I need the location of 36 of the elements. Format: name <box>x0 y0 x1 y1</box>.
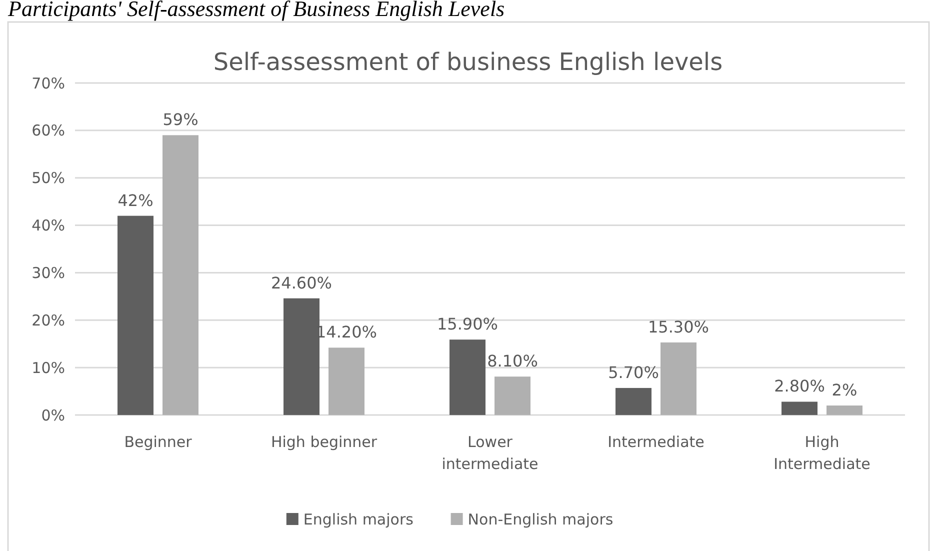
x-tick-label: High Intermediate <box>774 433 870 473</box>
data-label: 8.10% <box>487 352 538 371</box>
bar <box>284 298 320 415</box>
y-tick-label: 10% <box>32 358 65 377</box>
data-label: 59% <box>162 110 198 130</box>
y-tick-label: 30% <box>32 264 65 282</box>
chart-title: Self-assessment of business English levels <box>213 48 723 76</box>
x-tick-label: Intermediate <box>608 433 704 451</box>
data-label: 2.80% <box>774 376 825 396</box>
legend-label: English majors <box>303 510 414 528</box>
y-tick-label: 60% <box>32 122 65 140</box>
bar <box>118 216 154 415</box>
text: Participants' Self-assessment of Business English Levels <box>7 0 505 21</box>
x-tick-label: High beginner <box>270 433 378 451</box>
bar <box>494 376 530 415</box>
legend-label: Non-English majors <box>468 510 614 528</box>
y-tick-label: 70% <box>32 74 65 92</box>
y-tick-label: 50% <box>32 169 65 188</box>
data-label: 5.70% <box>608 362 659 382</box>
y-tick-label: 20% <box>32 311 65 330</box>
bar <box>616 388 652 415</box>
bar <box>826 406 862 415</box>
bar <box>328 348 364 415</box>
x-tick-label: Lower intermediate <box>442 433 538 473</box>
bar <box>782 402 818 415</box>
data-label: 15.90% <box>436 314 498 334</box>
bar <box>450 340 486 415</box>
data-label: 2% <box>832 380 858 400</box>
y-tick-label: 40% <box>32 216 65 235</box>
bar <box>660 342 696 415</box>
x-tick-label: Beginner <box>124 433 193 451</box>
bar <box>162 135 198 415</box>
y-tick-label: 0% <box>41 406 65 424</box>
data-label: 24.60% <box>270 273 332 292</box>
data-label: 42% <box>118 190 154 210</box>
data-label: 15.30% <box>648 317 710 336</box>
